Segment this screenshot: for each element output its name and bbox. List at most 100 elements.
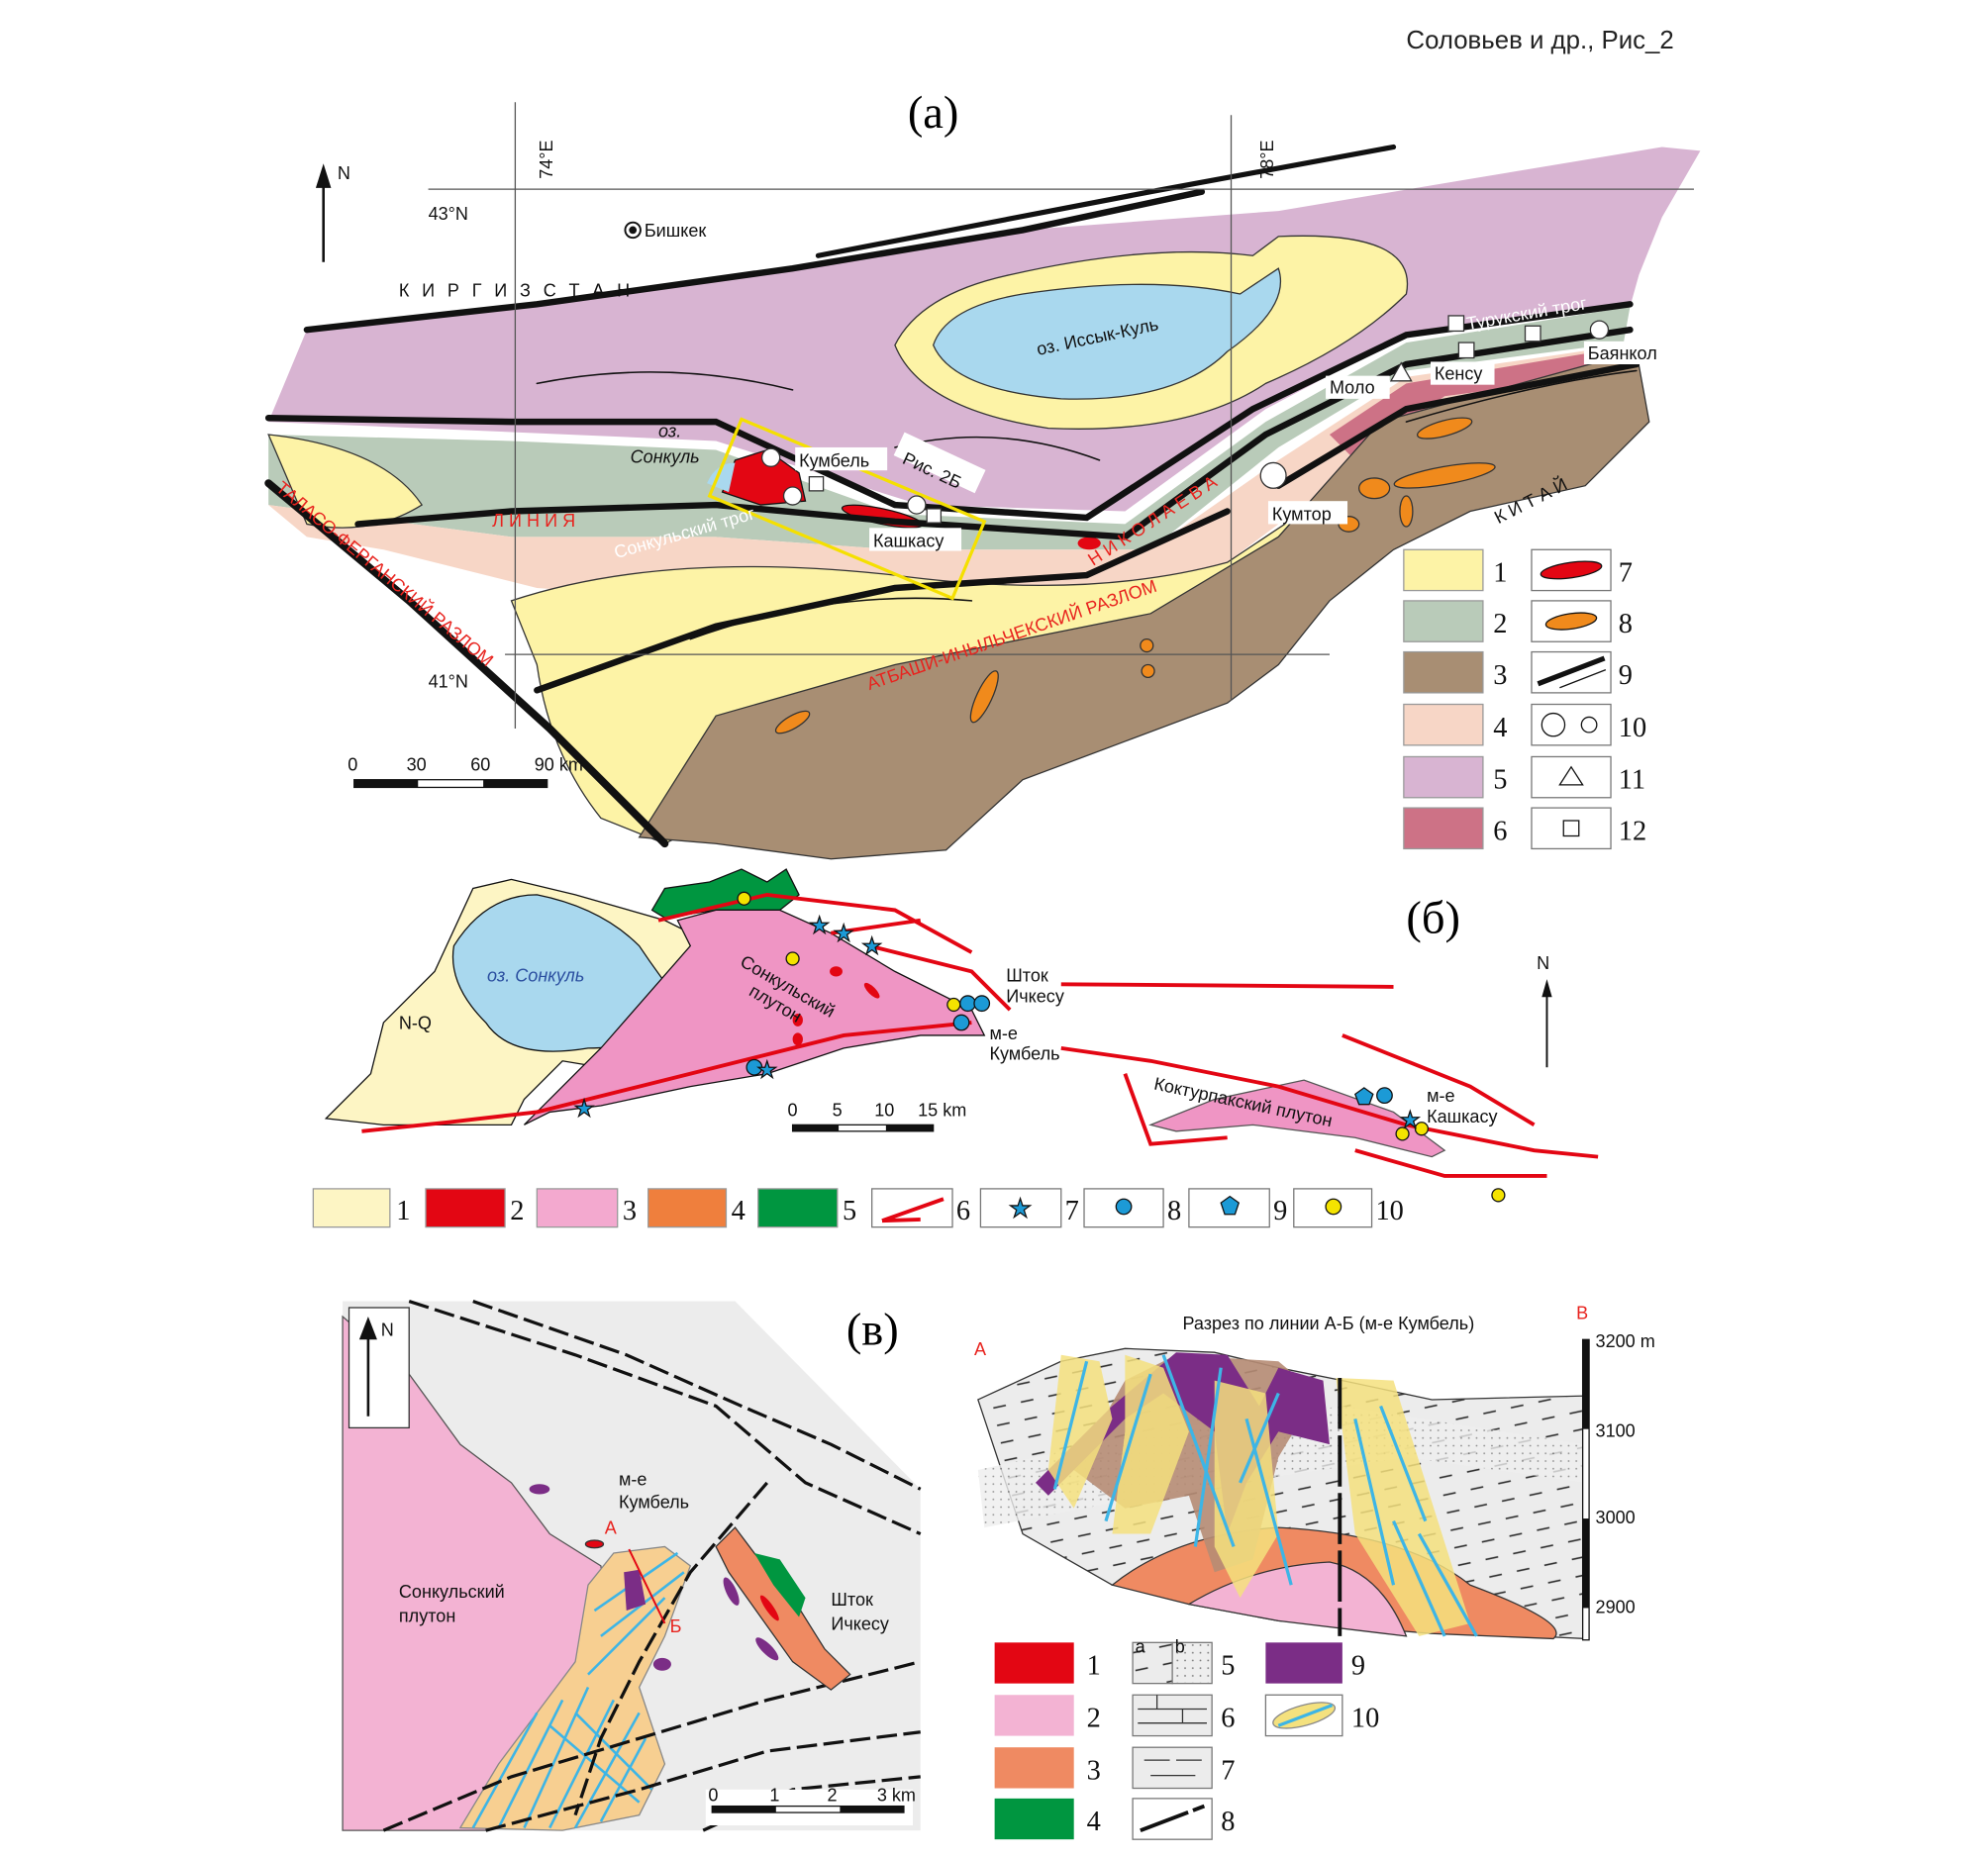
panel_c-scale-ticks-2-text: 2 xyxy=(827,1785,837,1805)
unit-2-belt xyxy=(268,306,1631,550)
panel_c-legend-4-n-text: 5 xyxy=(1221,1651,1235,1682)
panel_b-legend-2-n-text: 3 xyxy=(623,1196,637,1226)
red-body xyxy=(584,1539,605,1549)
blue-circle-icon xyxy=(1115,1198,1133,1216)
deposit-symbols: ★ ★ ★★★ ★ xyxy=(573,891,1506,1203)
north-arrow-icon xyxy=(315,163,332,262)
panel_c-section-elevations-3-text: 2900 xyxy=(1596,1598,1636,1617)
section-left: А xyxy=(974,1339,987,1359)
panel_a-legend-4-n-text: 5 xyxy=(1493,765,1507,796)
panel_c-legend-6-n-text: 7 xyxy=(1221,1755,1235,1786)
panel_b-legend-8-n-text: 9 xyxy=(1273,1196,1287,1226)
pluton-c-label-1: Сонкульский xyxy=(399,1582,505,1602)
yellow-circle-icon xyxy=(1325,1198,1342,1216)
panel_c-legend-2-n-text: 3 xyxy=(1087,1755,1101,1786)
ichkesu-stock xyxy=(715,1526,851,1691)
panel_a-legend-1-n-text: 2 xyxy=(1493,609,1507,639)
panel_b-scale-ticks-3-text: 15 km xyxy=(918,1100,966,1120)
shale-icon xyxy=(1132,1641,1173,1685)
panel-b-map: (б) ★ ★ ★★★ ★ оз. Сонкуль N-Q Сонкульский п… xyxy=(312,868,1599,1228)
north-label-c: N xyxy=(381,1320,394,1339)
stock-c-label-2: Ичкесу xyxy=(831,1614,889,1633)
panel_c-legend-4-a-text: a xyxy=(1136,1637,1146,1657)
kokturpak-pluton xyxy=(1148,1079,1446,1158)
section-ore-2 xyxy=(1336,1378,1470,1636)
svg-text:★: ★ xyxy=(574,1095,595,1121)
panel_c-legend-0-n-text: 1 xyxy=(1087,1651,1101,1682)
panel_b-legend-3-n-text: 4 xyxy=(732,1196,746,1226)
panel_a-legend-3-n-text: 4 xyxy=(1493,713,1507,743)
north-arrow-c-icon xyxy=(358,1317,377,1417)
svg-text:★: ★ xyxy=(1400,1107,1421,1132)
section-veins xyxy=(1052,1354,1478,1637)
lon-74-label: 74°E xyxy=(537,140,556,178)
purple-bodies xyxy=(529,1484,779,1671)
panel_b-legend-0-n-text: 1 xyxy=(396,1196,410,1226)
lon-78-label: 78°E xyxy=(1257,140,1277,178)
panel-b-label: (б) xyxy=(1406,894,1460,944)
panel-a-label: (а) xyxy=(908,88,959,139)
lat-43-label: 43°N xyxy=(429,204,468,224)
lake-issyk-kul xyxy=(932,267,1282,400)
quartz-veins xyxy=(471,1551,685,1829)
lake-sonkul-label-2: Сонкуль xyxy=(631,446,700,466)
panel_a-legend-5-n-text: 6 xyxy=(1493,816,1507,846)
panel-a-map: (а) 74°E 78°E 43°N 41°N N xyxy=(264,88,1701,860)
blue-pentagon-icon xyxy=(1220,1195,1241,1216)
north-arrow-b-icon xyxy=(1541,979,1552,1068)
svg-text:★: ★ xyxy=(834,920,854,945)
lake-sonkul-b-label: оз. Сонкуль xyxy=(487,966,584,986)
panel_a-legend-9-n-text: 10 xyxy=(1619,713,1646,743)
stock-label-2: Ичкесу xyxy=(1006,986,1064,1006)
scale-bar-c: 0 1 2 3 km xyxy=(705,1785,916,1825)
panel_b-legend-5-n-text: 6 xyxy=(956,1196,970,1226)
panel_b-scale-ticks-2-text: 10 xyxy=(874,1100,894,1120)
panel_b-legend-9-n-text: 10 xyxy=(1375,1196,1403,1226)
panel_a-legend-7-n-text: 8 xyxy=(1619,609,1633,639)
legend-c: a b 1 2 3 4 5 6 7 8 9 10 xyxy=(994,1637,1379,1840)
city-bishkek: Бишкек xyxy=(645,221,707,241)
circle-small-icon xyxy=(1580,716,1598,734)
figure-caption: Соловьев и др., Рис_2 xyxy=(1406,27,1673,54)
stock-c-label-1: Шток xyxy=(831,1590,873,1610)
panel_c-legend-5-n-text: 6 xyxy=(1221,1704,1235,1734)
limestone-icon xyxy=(1132,1694,1213,1737)
panel_a-legend-10-n-text: 11 xyxy=(1619,765,1645,796)
cross-section: Разрез по линии А-Б (м-е Кумбель) А B 32… xyxy=(974,1304,1655,1840)
panel_c-legend-1-n-text: 2 xyxy=(1087,1704,1101,1734)
square-icon xyxy=(1562,820,1580,837)
panel-c-map: N (в) м-е Кумбель Сонкульский плутон Што… xyxy=(342,1300,922,1832)
section-ore-1 xyxy=(1047,1354,1279,1599)
marl-icon xyxy=(1132,1746,1213,1790)
panel_c-legend-8-n-text: 9 xyxy=(1351,1651,1365,1682)
panel_a-legend-0-n-text: 1 xyxy=(1493,558,1507,589)
section-title: Разрез по линии А-Б (м-е Кумбель) xyxy=(1182,1314,1474,1333)
fault-lines-icon xyxy=(1537,655,1607,689)
panel_c-legend-4-b-text: b xyxy=(1175,1637,1185,1657)
inset-box-fig-2b xyxy=(707,417,987,601)
panel_c-legend-9-n-text: 10 xyxy=(1351,1704,1379,1734)
deposit-kashkasu: Кашкасу xyxy=(873,532,944,551)
country-kyrgyzstan: К И Р Г И З С Т А Н xyxy=(399,281,634,301)
sandstone-icon xyxy=(1171,1641,1213,1685)
deposit-labels: Кумбель Кашкасу Кумтор Моло Кенсу Баянко… xyxy=(795,341,1674,551)
panel-c-label: (в) xyxy=(846,1305,899,1355)
lake-sonkul-label-1: оз. xyxy=(658,422,681,441)
kumbel-c-label-2: Кумбель xyxy=(619,1493,689,1513)
svg-text:★: ★ xyxy=(861,932,882,958)
scale-bar-b: 0 5 10 15 km xyxy=(787,1100,966,1132)
panel_c-section-elevations-2-text: 3000 xyxy=(1596,1508,1636,1527)
panel_c-legend-7-n-text: 8 xyxy=(1221,1807,1235,1837)
kumbel-label-1: м-е xyxy=(989,1024,1017,1043)
panel_b-legend-1-n-text: 2 xyxy=(510,1196,524,1226)
ichkesu-red xyxy=(759,1595,779,1621)
scale-bar-a: 0 30 60 90 km xyxy=(348,755,583,789)
panel_b-legend-7-n-text: 8 xyxy=(1167,1196,1181,1226)
point-a-label: А xyxy=(605,1518,618,1538)
panel_c-scale-ticks-3-text: 3 km xyxy=(877,1785,916,1805)
panel_a-scale-ticks-1-text: 30 xyxy=(407,755,427,775)
deposit-molo: Моло xyxy=(1330,378,1375,398)
panel_a-scale-ticks-0-text: 0 xyxy=(348,755,357,775)
svg-text:★: ★ xyxy=(809,913,830,938)
